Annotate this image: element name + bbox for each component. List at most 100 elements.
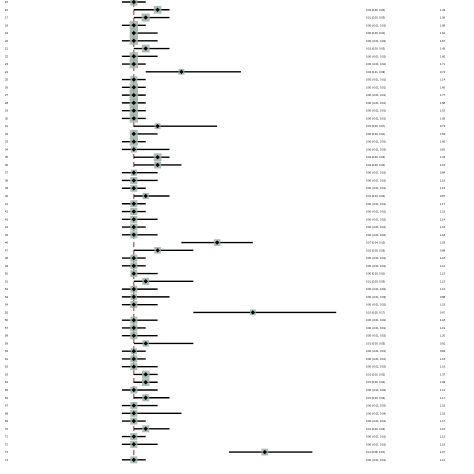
row-label: 22: [5, 54, 8, 58]
weight-text: 1.15: [440, 186, 446, 190]
row-label: 58: [5, 334, 8, 338]
point-estimate: [131, 263, 137, 269]
point-estimate: [131, 325, 137, 331]
point-estimate: [131, 333, 137, 338]
row-label: 56: [5, 318, 8, 322]
point-estimate: [155, 7, 160, 12]
row-label: 68: [5, 411, 8, 415]
row-label: 45: [5, 233, 8, 237]
row-label: 66: [5, 396, 8, 400]
row-label: 20: [5, 39, 8, 43]
ci-text: 0.00 (-0.01, 0.02): [366, 334, 386, 338]
row-label: 28: [5, 101, 8, 105]
weight-text: 1.19: [440, 442, 446, 446]
point-estimate: [131, 457, 137, 463]
row-label: 67: [5, 404, 8, 408]
ci-text: 0.00 (-0.01, 0.02): [366, 54, 386, 58]
ci-text: 0.00 (-0.01, 0.02): [366, 287, 386, 291]
row-label: 64: [5, 380, 8, 384]
point-estimate: [131, 387, 137, 393]
row-label: 61: [5, 357, 8, 361]
weight-text: 1.13: [440, 279, 446, 283]
point-estimate: [155, 155, 160, 160]
row-label: 26: [5, 85, 8, 89]
ci-text: 0.01 (0.00, 0.03): [366, 47, 385, 51]
point-estimate: [143, 193, 148, 199]
weight-text: 1.16: [440, 365, 446, 369]
row-label: 46: [5, 241, 8, 245]
weight-text: 1.16: [440, 178, 446, 182]
row-label: 63: [5, 372, 8, 376]
ci-text: 0.02 (0.00, 0.03): [366, 155, 385, 159]
weight-text: 1.20: [440, 334, 446, 338]
point-estimate: [131, 418, 137, 424]
row-label: 48: [5, 256, 8, 260]
weight-text: 1.60: [440, 140, 446, 144]
point-estimate: [131, 23, 137, 28]
point-estimate: [143, 279, 148, 284]
row-label: 71: [5, 435, 8, 439]
point-estimate: [131, 61, 137, 67]
point-estimate: [179, 69, 184, 75]
point-estimate: [131, 92, 137, 98]
weight-text: 1.53: [440, 132, 446, 136]
ci-text: 0.00 (-0.01, 0.02): [366, 388, 386, 392]
row-label: 65: [5, 388, 8, 392]
weight-text: 1.16: [440, 411, 446, 415]
point-estimate: [131, 224, 137, 230]
ci-text: 0.00 (-0.01, 0.01): [366, 435, 386, 439]
row-label: 49: [5, 264, 8, 268]
row-label: 39: [5, 186, 8, 190]
ci-text: 0.10 (0.05, 0.17): [366, 310, 385, 314]
ci-text: 0.00 (-0.01, 0.01): [366, 326, 386, 330]
weight-text: 1.15: [440, 357, 446, 361]
row-label: 19: [5, 31, 8, 35]
point-estimate: [131, 356, 137, 362]
point-estimate: [131, 217, 137, 222]
point-estimate: [131, 255, 137, 261]
weight-text: 1.56: [440, 16, 446, 20]
ci-text: 0.00 (-0.01, 0.02): [366, 303, 386, 307]
row-label: 29: [5, 109, 8, 113]
row-label: 53: [5, 295, 8, 299]
row-label: 30: [5, 116, 8, 120]
weight-text: 1.18: [440, 233, 446, 237]
weight-text: 1.62: [440, 109, 446, 113]
row-label: 17: [5, 16, 8, 20]
point-estimate: [143, 380, 148, 385]
weight-text: 1.12: [440, 287, 446, 291]
point-estimate: [131, 403, 137, 408]
ci-text: 0.00 (-0.01, 0.02): [366, 171, 386, 175]
row-label: 60: [5, 349, 8, 353]
row-label: 54: [5, 303, 8, 307]
weight-texts: 1.43 1.56 1.68 1.62 1.57 1.45 1.60 1.71 0.74 1.14…: [440, 8, 446, 462]
row-label: 41: [5, 202, 8, 206]
ci-text: 0.00 (-0.01, 0.02): [366, 233, 386, 237]
row-label: 23: [5, 62, 8, 66]
point-estimate: [131, 286, 137, 292]
point-estimate: [143, 395, 148, 400]
weight-text: 1.18: [440, 256, 446, 260]
point-estimate: [131, 349, 137, 354]
row-label: 52: [5, 287, 8, 291]
row-label: 70: [5, 427, 8, 431]
row-label: 32: [5, 132, 8, 136]
point-estimate: [131, 85, 137, 90]
row-label: 21: [5, 47, 8, 51]
point-estimate: [131, 317, 137, 323]
ci-text: 0.00 (-0.01, 0.03): [366, 295, 386, 299]
point-estimate: [131, 30, 137, 36]
weight-text: 1.68: [440, 101, 446, 105]
point-estimate: [131, 271, 137, 276]
point-estimate: [131, 294, 137, 300]
weight-text: 1.16: [440, 427, 446, 431]
point-estimate: [131, 209, 137, 214]
weight-text: 1.12: [440, 264, 446, 268]
ci-text: 0.00 (-0.01, 0.01): [366, 62, 386, 66]
weight-text: 1.15: [440, 435, 446, 439]
weight-text: 1.13: [440, 272, 446, 276]
row-label: 51: [5, 279, 8, 283]
ci-text: 0.00 (-0.01, 0.01): [366, 78, 386, 82]
weight-text: 1.17: [440, 396, 446, 400]
weight-text: 1.16: [440, 404, 446, 408]
